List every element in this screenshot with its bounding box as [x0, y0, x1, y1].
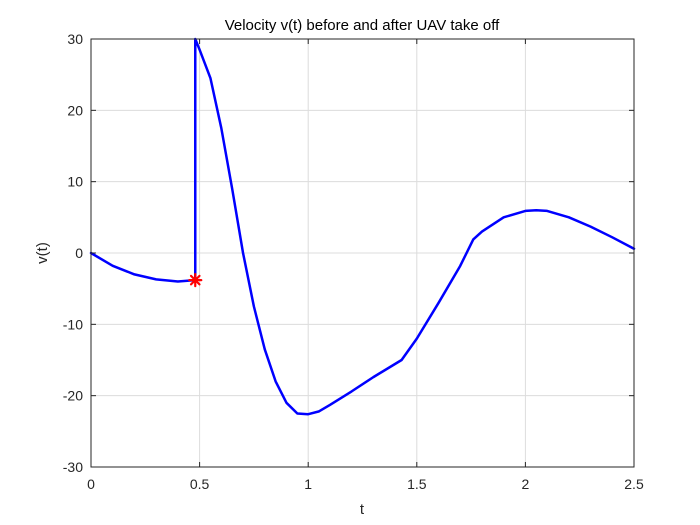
tick-marks — [90, 38, 635, 468]
x-tick-label: 0 — [87, 476, 95, 492]
y-tick-label: -30 — [63, 459, 83, 475]
x-tick-label: 1.5 — [407, 476, 427, 492]
y-tick-label: -10 — [63, 316, 83, 332]
y-tick-label: 10 — [67, 174, 83, 190]
chart-title: Velocity v(t) before and after UAV take … — [225, 17, 500, 34]
y-tick-label: 0 — [75, 245, 83, 261]
y-tick-labels: -30 -20 -10 0 10 20 30 — [63, 31, 83, 475]
series-line — [89, 37, 636, 416]
y-tick-label: 30 — [67, 31, 83, 47]
x-tick-label: 2.5 — [624, 476, 644, 492]
x-axis-label: t — [360, 501, 365, 518]
marker-layer — [188, 273, 203, 288]
y-axis-label: v(t) — [34, 242, 51, 264]
y-tick-label: -20 — [63, 388, 83, 404]
grid-lines — [90, 38, 635, 468]
star-marker — [188, 273, 203, 288]
x-tick-label: 2 — [522, 476, 530, 492]
x-tick-labels: 0 0.5 1 1.5 2 2.5 — [87, 476, 644, 492]
x-tick-label: 0.5 — [190, 476, 210, 492]
y-tick-label: 20 — [67, 102, 83, 118]
series-layer — [89, 37, 636, 416]
x-tick-label: 1 — [304, 476, 312, 492]
